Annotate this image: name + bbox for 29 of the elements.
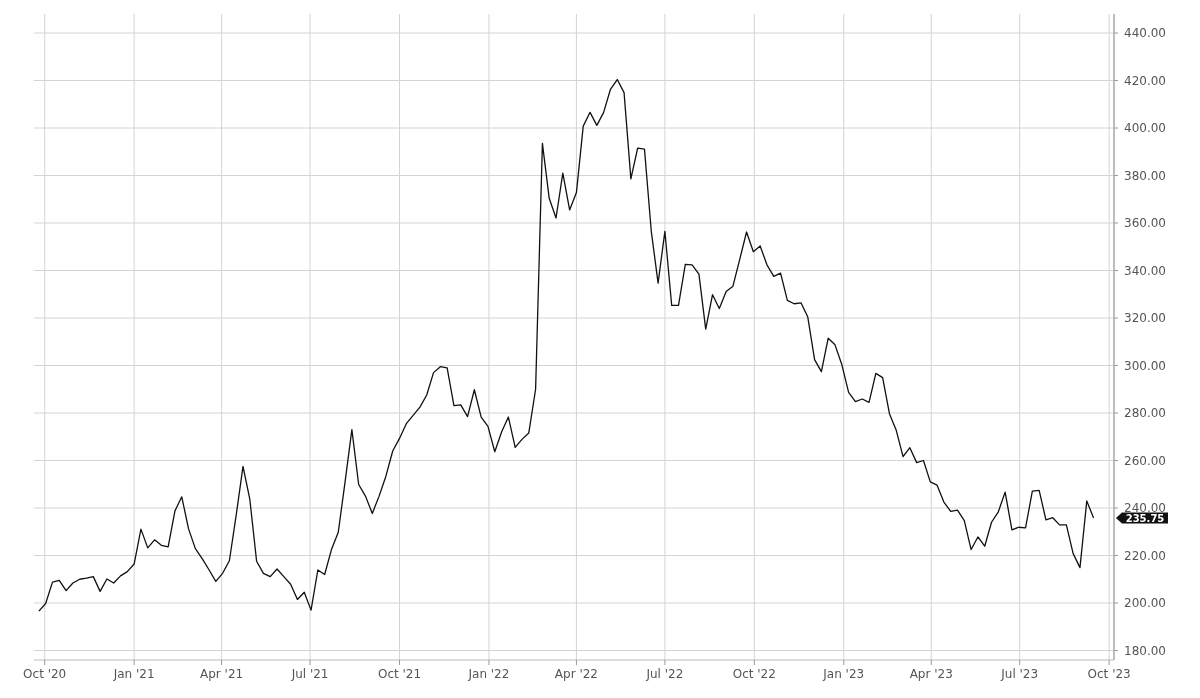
- y-tick-label: 400.00: [1124, 121, 1166, 135]
- x-tick-label: Apr '22: [554, 667, 599, 681]
- y-tick-label: 300.00: [1124, 358, 1166, 373]
- x-tick-label: Jul '22: [645, 667, 684, 681]
- x-tick-label: Oct '23: [1087, 667, 1131, 681]
- y-tick-label: 180.00: [1124, 643, 1166, 658]
- y-tick-label: 360.00: [1124, 216, 1166, 230]
- x-tick-label: Oct '20: [23, 667, 67, 681]
- y-tick-label: 440.00: [1124, 26, 1166, 40]
- y-tick-label: 220.00: [1124, 548, 1166, 563]
- x-tick-label: Jan '22: [467, 667, 510, 681]
- x-tick-label: Jul '21: [290, 667, 329, 681]
- y-tick-label: 380.00: [1124, 168, 1166, 183]
- text: 235.75: [1125, 512, 1165, 524]
- y-tick-label: 280.00: [1124, 406, 1166, 420]
- x-tick-label: Jan '23: [822, 667, 865, 681]
- x-tick-label: Apr '21: [200, 667, 244, 681]
- x-tick-label: Jul '23: [1000, 667, 1039, 681]
- x-tick-label: Jan '21: [112, 667, 155, 681]
- line-series: [38, 78, 1095, 612]
- x-tick-label: Oct '21: [377, 667, 422, 681]
- y-tick-label: 240.00: [1124, 501, 1166, 515]
- y-tick-label: 260.00: [1124, 453, 1166, 468]
- y-tick-label: 200.00: [1124, 596, 1166, 610]
- y-tick-label: 420.00: [1124, 73, 1166, 88]
- y-tick-label: 320.00: [1124, 311, 1166, 325]
- x-tick-label: Apr '23: [909, 667, 953, 681]
- y-tick-label: 340.00: [1124, 263, 1166, 278]
- x-tick-label: Oct '22: [732, 667, 776, 681]
